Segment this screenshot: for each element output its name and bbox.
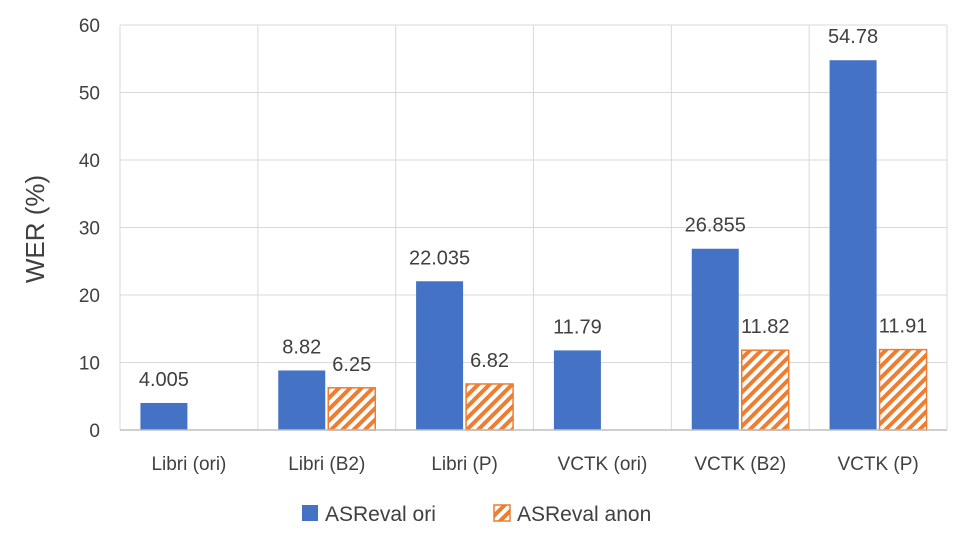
x-tick-label: Libri (B2)	[288, 454, 365, 475]
data-label: 4.005	[139, 369, 189, 391]
y-tick-label: 0	[89, 421, 100, 442]
data-labels: 4.005 8.82 22.035 11.79 26.855 54.78 6.25 6.82 1…	[139, 26, 927, 391]
data-label: 11.82	[741, 316, 790, 338]
data-label: 54.78	[828, 26, 878, 48]
bar-asreval-anon	[465, 383, 514, 431]
y-tick-label: 50	[79, 84, 100, 105]
legend: ASReval ori ASReval anon	[302, 503, 651, 526]
x-tick-label: VCTK (ori)	[558, 454, 648, 475]
bar-asreval-ori	[416, 281, 464, 430]
bar-asreval-anon	[327, 387, 376, 431]
data-label: 11.91	[879, 316, 928, 338]
bar-asreval-ori	[140, 402, 188, 430]
bar-asreval-anon	[878, 348, 928, 431]
bar-asreval-anon	[741, 349, 790, 431]
bars	[140, 60, 928, 431]
data-label: 26.855	[685, 215, 746, 237]
y-tick-label: 40	[79, 151, 100, 172]
data-label: 6.82	[470, 350, 509, 372]
legend-label: ASReval anon	[517, 503, 651, 526]
y-tick-label: 60	[79, 16, 100, 37]
legend-swatch-anon	[493, 504, 511, 522]
y-tick-label: 30	[79, 219, 100, 240]
grid	[119, 24, 948, 430]
data-label: 8.82	[282, 336, 321, 358]
x-tick-label: VCTK (P)	[837, 454, 918, 475]
y-axis-title: WER (%)	[20, 175, 50, 283]
legend-swatch-ori	[302, 505, 318, 521]
bar-asreval-ori	[829, 60, 877, 431]
bar-asreval-ori	[553, 350, 601, 430]
data-label: 22.035	[409, 247, 470, 269]
bar-asreval-ori	[691, 248, 739, 430]
x-tick-label: VCTK (B2)	[694, 454, 786, 475]
legend-label: ASReval ori	[325, 503, 436, 526]
x-tick-label: Libri (ori)	[151, 454, 226, 475]
y-tick-label: 10	[79, 354, 100, 375]
data-label: 11.79	[553, 316, 602, 338]
x-tick-label: Libri (P)	[431, 454, 498, 475]
y-tick-label: 20	[79, 286, 100, 307]
data-label: 6.25	[332, 354, 371, 376]
axes: 0 10 20 30 40 50 60 Libri (ori) Libri (B2) Libri …	[79, 16, 947, 475]
bar-asreval-ori	[278, 370, 326, 430]
